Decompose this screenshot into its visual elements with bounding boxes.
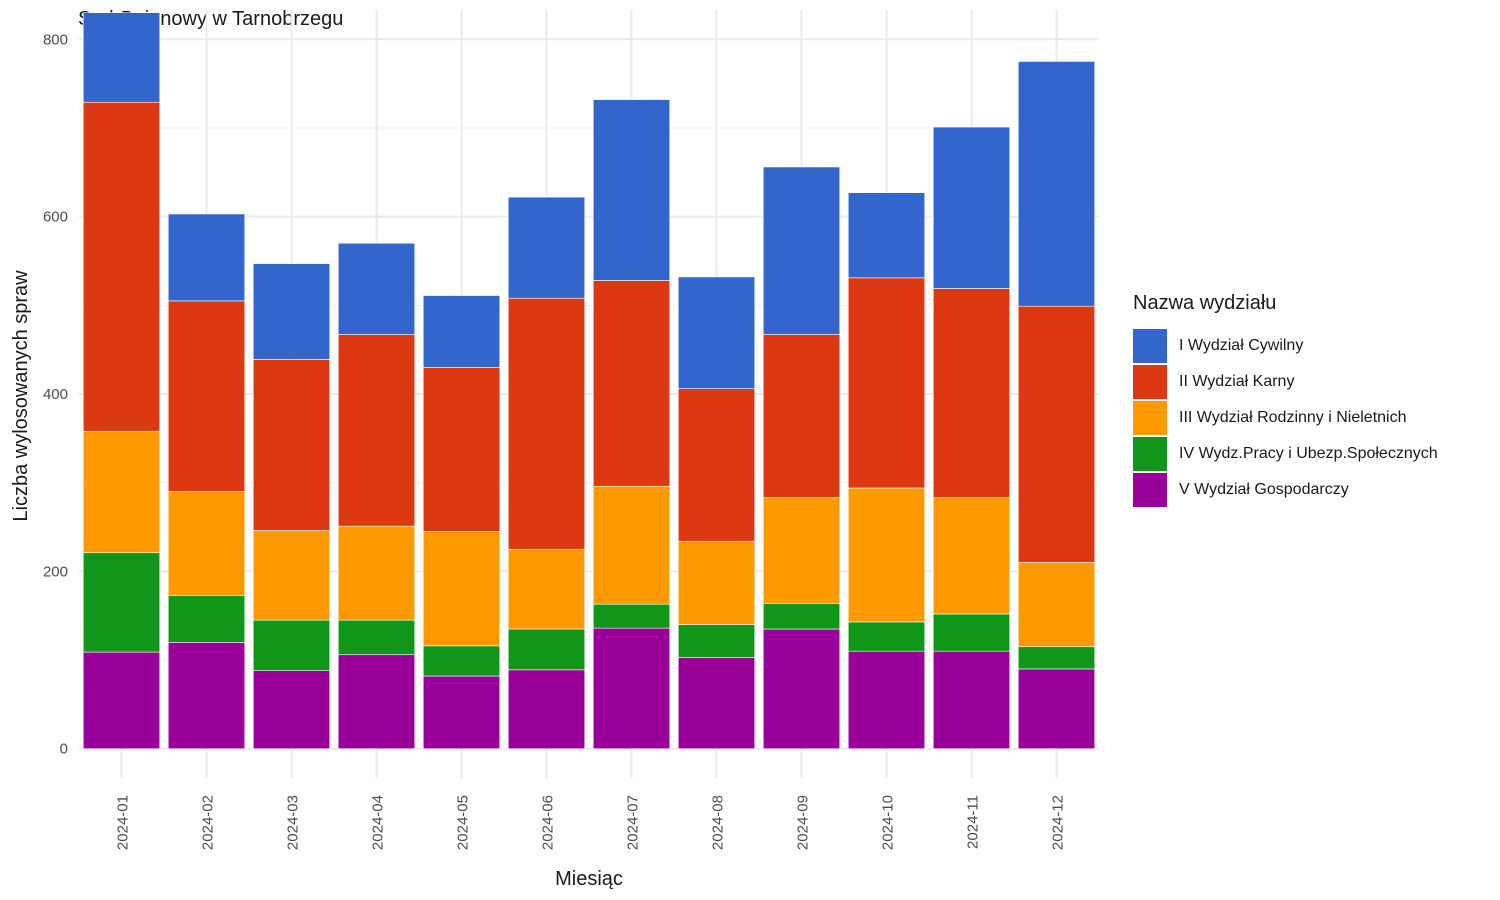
bar-segment [932, 497, 1011, 615]
x-axis-label: Miesiąc [555, 868, 623, 890]
bar-segment [677, 540, 756, 625]
y-tick-label: 200 [43, 563, 68, 580]
bar-segment [337, 242, 416, 335]
bar-segment [252, 619, 331, 671]
bar-segment [507, 297, 586, 550]
x-tick-label: 2024-06 [540, 795, 557, 850]
bar-segment [932, 126, 1011, 289]
bar-segment [847, 621, 926, 652]
bar-segment [1017, 562, 1096, 648]
bar-segment [167, 213, 246, 302]
x-tick-label: 2024-01 [115, 795, 132, 850]
legend: Nazwa wydziału I Wydział Cywilny II Wydzi… [1133, 292, 1438, 508]
bar-segment [592, 485, 671, 605]
bar-segment [847, 277, 926, 489]
legend-item: I Wydział Cywilny [1133, 328, 1438, 364]
bar-segment [762, 334, 841, 499]
bar-segment [167, 595, 246, 643]
bar-segment [1017, 668, 1096, 750]
bar-segment [422, 645, 501, 677]
legend-label: III Wydział Rodzinny i Nieletnich [1179, 409, 1407, 426]
legend-items: I Wydział Cywilny II Wydział Karny III Wyd… [1133, 328, 1438, 508]
legend-label: I Wydział Cywilny [1179, 337, 1304, 354]
bar-segment [252, 530, 331, 621]
bar-segment [82, 651, 161, 750]
bar-segment [847, 487, 926, 623]
bar-segment [677, 657, 756, 750]
bar-segment [677, 276, 756, 389]
legend-swatch [1133, 329, 1167, 363]
legend-item: II Wydział Karny [1133, 364, 1438, 400]
legend-swatch [1133, 401, 1167, 435]
legend-title: Nazwa wydziału [1133, 292, 1277, 314]
bar-segment [932, 613, 1011, 652]
y-tick-label: 400 [43, 386, 68, 403]
bar-segment [507, 548, 586, 630]
bar-segment [932, 650, 1011, 750]
bar-segment [762, 628, 841, 750]
bar-segment [847, 650, 926, 750]
x-tick-label: 2024-10 [880, 795, 897, 850]
legend-swatch [1133, 473, 1167, 507]
legend-swatch [1133, 365, 1167, 399]
bar-segment [507, 196, 586, 299]
bar-segment [82, 12, 161, 103]
bar-segment [82, 552, 161, 653]
bar-segment [167, 491, 246, 596]
bar-segment [677, 388, 756, 542]
bar-segment [762, 602, 841, 630]
bar-segment [592, 627, 671, 750]
y-axis-label: Liczba wylosowanych spraw [10, 270, 32, 522]
bar-segment [337, 525, 416, 621]
y-tick-label: 0 [60, 741, 68, 758]
bar-segment [422, 531, 501, 647]
bar-segment [762, 497, 841, 604]
bar-segment [337, 334, 416, 527]
legend-swatch [1133, 437, 1167, 471]
bar-segment [592, 99, 671, 281]
bar-segment [592, 603, 671, 629]
bar-segment [677, 624, 756, 658]
bar-segment [1017, 646, 1096, 670]
bar-segment [167, 642, 246, 750]
legend-label: V Wydział Gospodarczy [1179, 481, 1349, 498]
bar-segment [82, 430, 161, 554]
x-tick-label: 2024-05 [455, 795, 472, 850]
x-tick-label: 2024-02 [200, 795, 217, 850]
legend-item: III Wydział Rodzinny i Nieletnich [1133, 400, 1438, 436]
x-tick-label: 2024-03 [285, 795, 302, 850]
legend-item: IV Wydz.Pracy i Ubezp.Społecznych [1133, 436, 1438, 472]
bar-segment [337, 619, 416, 656]
x-tick-label: 2024-07 [625, 795, 642, 850]
bar-segment [1017, 305, 1096, 563]
bar-segment [422, 367, 501, 532]
bar-segment [422, 295, 501, 368]
x-tick-label: 2024-09 [795, 795, 812, 850]
bar-segment [932, 288, 1011, 499]
bar-segment [252, 670, 331, 750]
bar-segment [252, 263, 331, 360]
bar-segment [847, 192, 926, 279]
bar-segment [82, 101, 161, 432]
bar-segment [422, 675, 501, 750]
bar-segment [167, 300, 246, 492]
x-tick-label: 2024-04 [370, 795, 387, 850]
bar-segment [1017, 61, 1096, 307]
bar-segment [507, 669, 586, 750]
bar-segment [252, 359, 331, 531]
legend-label: IV Wydz.Pracy i Ubezp.Społecznych [1179, 445, 1438, 462]
x-tick-label: 2024-08 [710, 795, 727, 850]
y-tick-label: 600 [43, 209, 68, 226]
x-tick-label: 2024-12 [1050, 795, 1067, 850]
legend-item: V Wydział Gospodarczy [1133, 472, 1438, 508]
bar-segment [507, 628, 586, 671]
bar-segment [337, 654, 416, 750]
y-tick-label: 800 [43, 31, 68, 48]
legend-label: II Wydział Karny [1179, 373, 1295, 390]
bar-segment [762, 166, 841, 335]
bar-segment [592, 280, 671, 487]
x-tick-label: 2024-11 [965, 795, 982, 849]
